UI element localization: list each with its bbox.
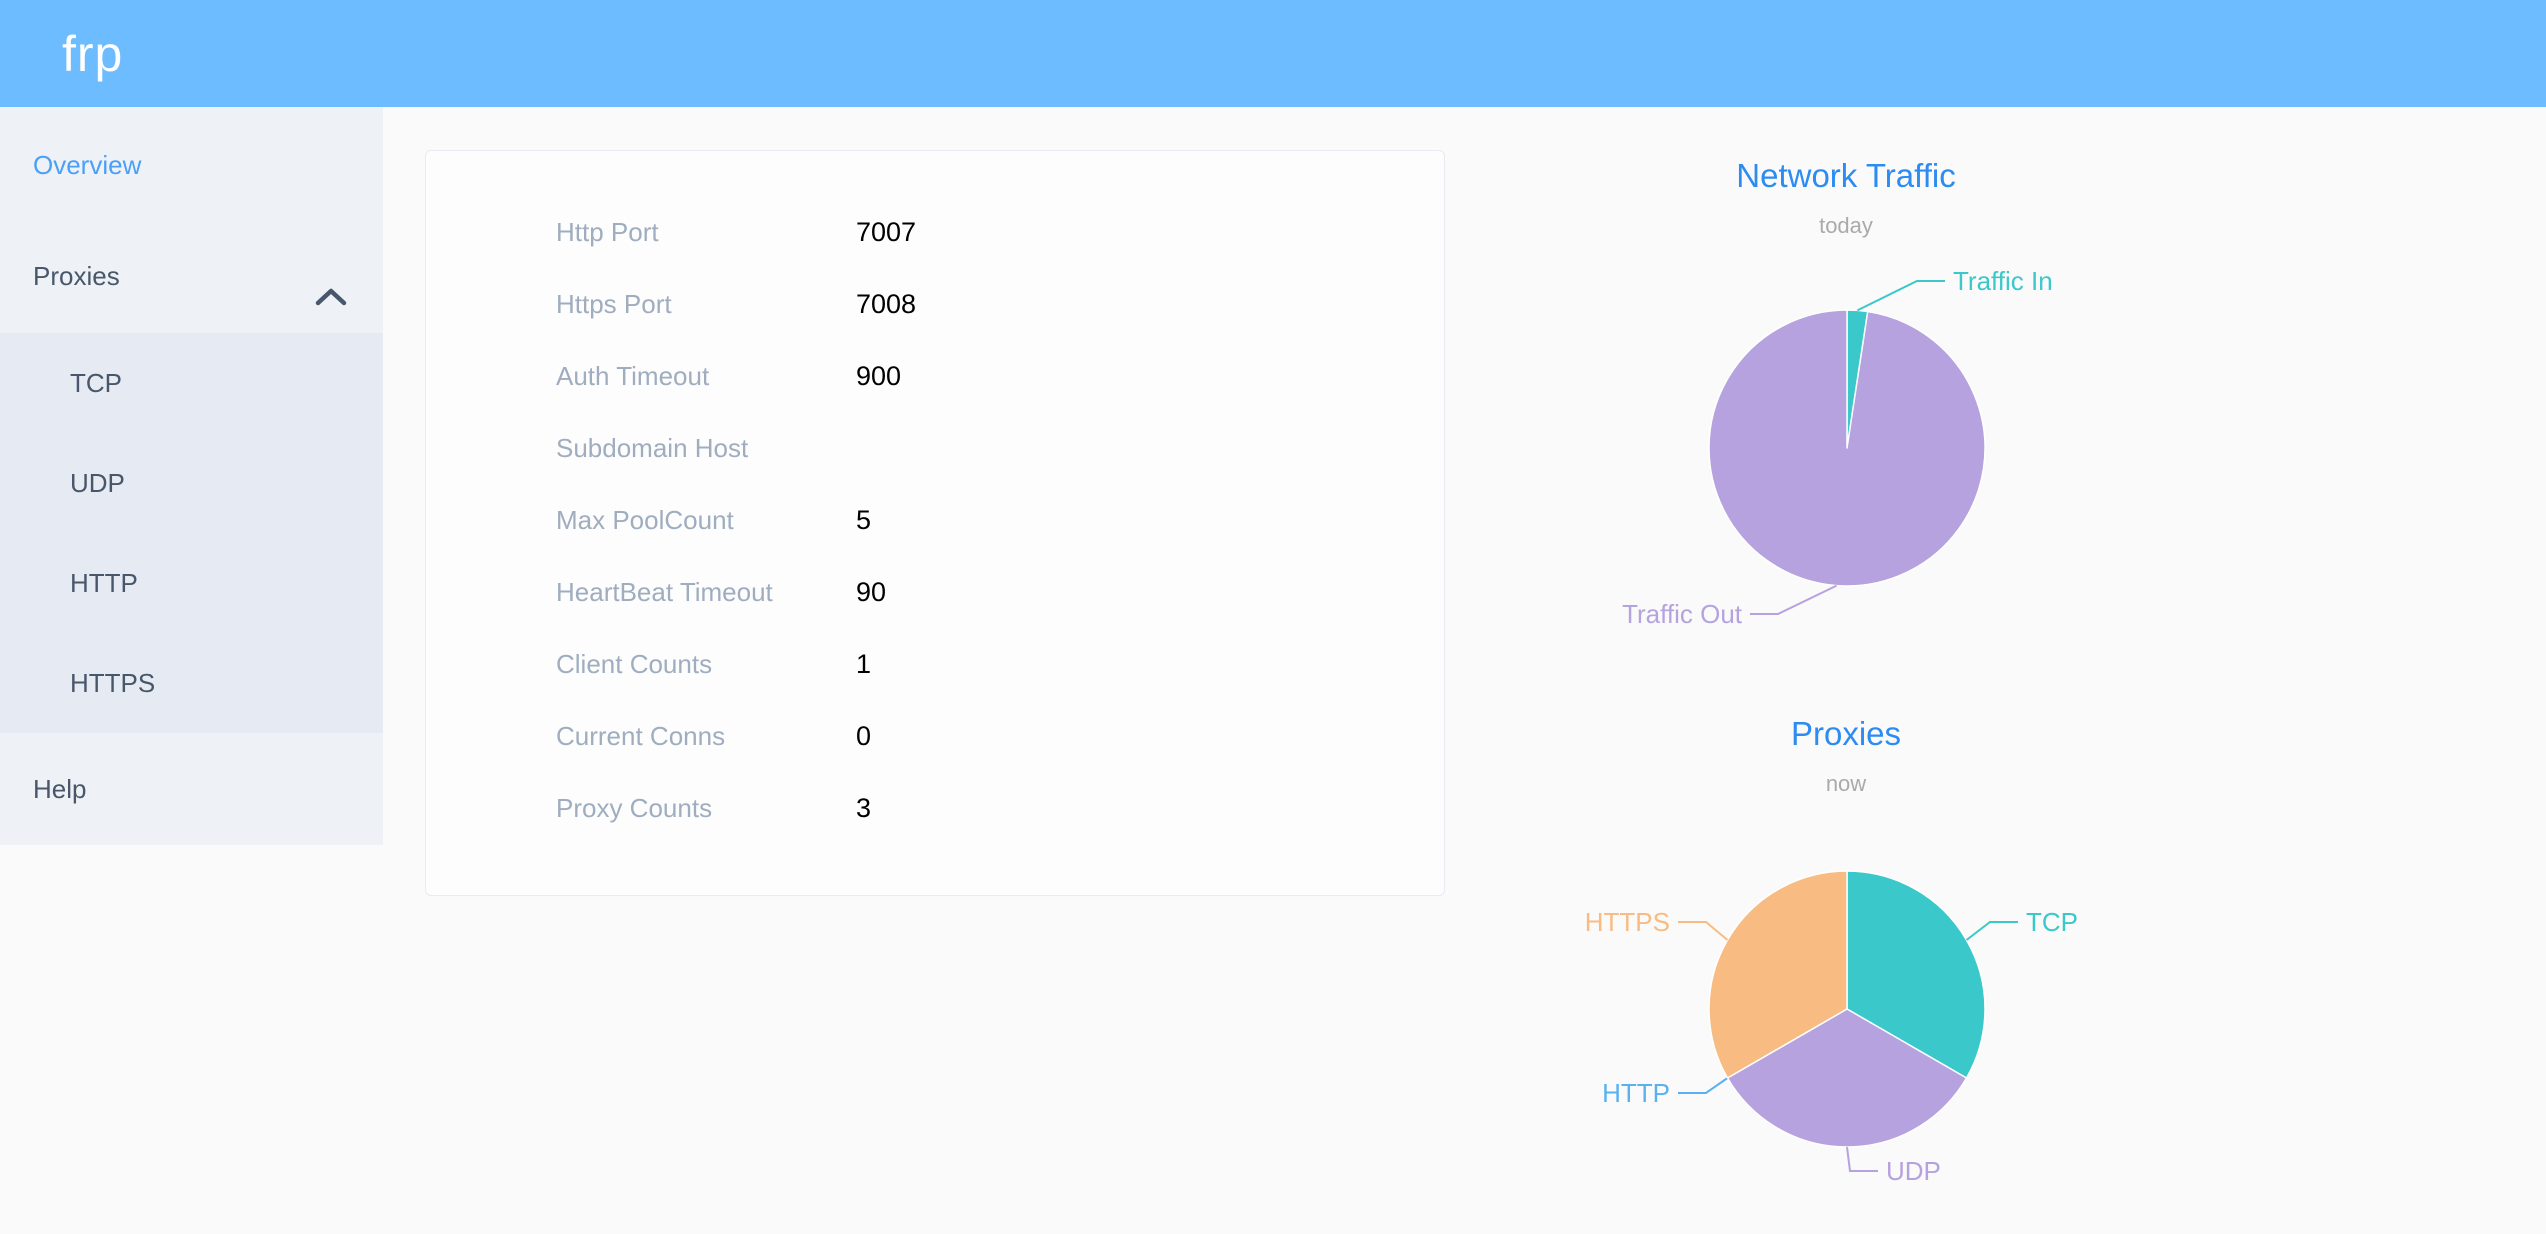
server-config-card: Http Port 7007 Https Port 7008 Auth Time… [425, 150, 1445, 896]
config-label: Proxy Counts [556, 793, 713, 823]
network-traffic-pie-chart: Network Traffic today Traffic In Traffic Ou… [1622, 157, 2053, 629]
config-label: HeartBeat Timeout [556, 577, 773, 607]
sidebar-item-https[interactable]: HTTPS [0, 633, 383, 733]
config-row-heartbeat-timeout: HeartBeat Timeout 90 [426, 577, 1444, 611]
config-value: 3 [856, 793, 872, 823]
pie-label-https: HTTPS [1585, 907, 1670, 937]
sidebar-item-http-label: HTTP [70, 568, 138, 598]
pie-label-udp: UDP [1886, 1156, 1941, 1186]
config-label: Auth Timeout [556, 361, 710, 391]
pie-label-line-udp [1846, 1146, 1878, 1172]
pie-slice-tcp[interactable] [1846, 870, 1986, 1079]
pie-label-line-tcp [1965, 921, 2018, 941]
sidebar-item-overview-label: Overview [33, 150, 142, 180]
chart-title: Proxies [1791, 715, 1901, 752]
pie-label-line-https [1678, 921, 1729, 941]
sidebar-menu: Overview Proxies TCP UDP HTTP HTTPS Help [0, 107, 383, 845]
proxies-submenu: TCP UDP HTTP HTTPS [0, 333, 383, 733]
pie-slice-traffic-out[interactable] [1708, 309, 1986, 587]
sidebar-item-proxies-label: Proxies [33, 261, 120, 291]
pie-slice-udp[interactable] [1726, 1008, 1968, 1148]
config-label: Max PoolCount [556, 505, 734, 535]
config-value: 900 [856, 361, 902, 391]
config-label: Client Counts [556, 649, 713, 679]
config-row-auth-timeout: Auth Timeout 900 [426, 361, 1444, 395]
sidebar-item-help-label: Help [33, 774, 87, 804]
sidebar-item-tcp-label: TCP [70, 368, 122, 398]
config-value: 7007 [856, 217, 917, 247]
pie-label-traffic-out: Traffic Out [1622, 599, 1743, 629]
config-value: 7008 [856, 289, 917, 319]
config-value: 0 [856, 721, 872, 751]
pie-slice-https[interactable] [1708, 870, 1848, 1079]
sidebar-item-udp[interactable]: UDP [0, 433, 383, 533]
config-label: Https Port [556, 289, 672, 319]
config-row-subdomain-host: Subdomain Host [426, 433, 1444, 467]
chart-subtitle: now [1826, 771, 1866, 796]
config-value: 90 [856, 577, 887, 607]
pie-label-line-traffic-in [1856, 280, 1945, 312]
config-label: Http Port [556, 217, 659, 247]
pie-label-http: HTTP [1602, 1078, 1670, 1108]
sidebar-item-http[interactable]: HTTP [0, 533, 383, 633]
config-row-max-poolcount: Max PoolCount 5 [426, 505, 1444, 539]
sidebar-item-udp-label: UDP [70, 468, 125, 498]
config-label: Current Conns [556, 721, 726, 751]
config-label: Subdomain Host [556, 433, 749, 463]
sidebar-item-tcp[interactable]: TCP [0, 333, 383, 433]
config-row-current-conns: Current Conns 0 [426, 721, 1444, 755]
app-logo: frp [62, 25, 124, 82]
config-row-client-counts: Client Counts 1 [426, 649, 1444, 683]
config-row-http-port: Http Port 7007 [426, 217, 1444, 251]
sidebar-item-https-label: HTTPS [70, 668, 156, 698]
chart-title: Network Traffic [1736, 157, 1955, 194]
charts-panel: Network Traffic today Traffic In Traffic Ou… [1496, 0, 2196, 1234]
sidebar-item-overview[interactable]: Overview [0, 135, 383, 195]
config-row-https-port: Https Port 7008 [426, 289, 1444, 323]
config-row-proxy-counts: Proxy Counts 3 [426, 793, 1444, 827]
sidebar-item-proxies[interactable]: Proxies [0, 246, 383, 306]
pie-label-tcp: TCP [2026, 907, 2078, 937]
pie-label-line-traffic-out [1750, 584, 1838, 615]
config-value: 5 [856, 505, 872, 535]
pie-label-traffic-in: Traffic In [1953, 266, 2053, 296]
chevron-up-icon [315, 267, 347, 327]
sidebar-item-help[interactable]: Help [0, 759, 383, 819]
app-header: frp [0, 0, 2546, 107]
chart-subtitle: today [1819, 213, 1873, 238]
config-value: 1 [856, 649, 872, 679]
pie-label-line-http [1678, 1077, 1729, 1094]
proxies-pie-chart: Proxies now TCP UDP HTTP HTTPS [1585, 715, 2078, 1186]
